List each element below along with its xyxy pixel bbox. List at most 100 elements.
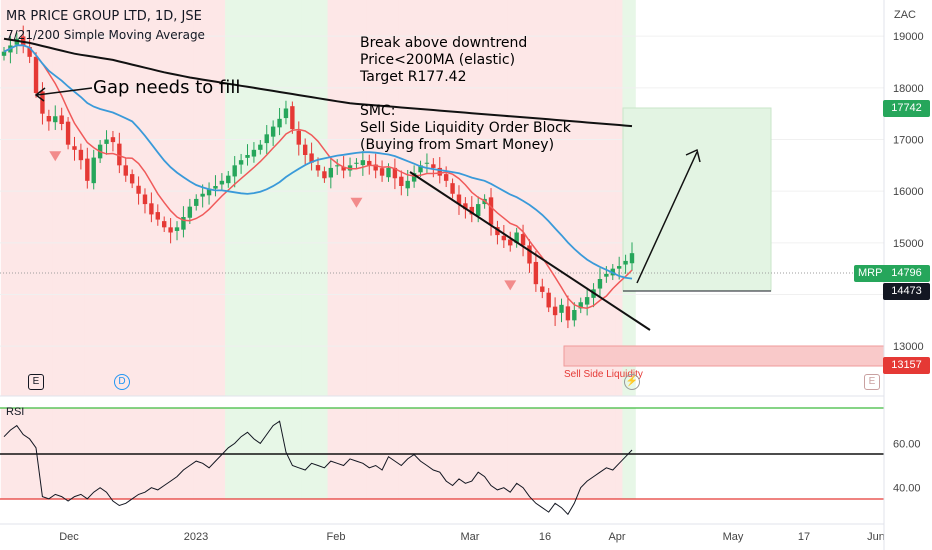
candle-body [270, 126, 276, 137]
candle-body [354, 162, 359, 164]
bg-slice [564, 0, 572, 396]
candle-body [347, 165, 353, 171]
bg-slice [583, 0, 591, 396]
candle-body [559, 304, 564, 313]
time-tick-label: 17 [798, 531, 810, 543]
candle-body [104, 139, 109, 144]
bg-slice [404, 0, 412, 396]
lightning-icon[interactable]: ⚡ [624, 374, 640, 390]
bg-slice [327, 0, 335, 396]
bg-slice [551, 0, 559, 396]
sell-signals [49, 151, 517, 291]
bg-slice [346, 0, 354, 396]
earnings-event-icon-future[interactable]: E [864, 374, 880, 390]
candle-body [572, 310, 577, 321]
time-tick-label: Feb [327, 531, 346, 543]
bg-slice [225, 0, 233, 396]
bg-slice [269, 0, 277, 396]
candle-body [206, 188, 212, 196]
price-tick-label: 16000 [893, 186, 924, 198]
candle-body [488, 197, 494, 225]
candle-body [411, 173, 417, 182]
candle-body [149, 203, 154, 215]
price-tick-label: 17000 [893, 135, 924, 147]
bg-slice [334, 0, 342, 396]
candle-body [46, 115, 52, 122]
gap-arrow-line [36, 87, 93, 96]
bg-slice [577, 0, 585, 396]
candle-body [187, 206, 193, 218]
currency-label: ZAC [894, 9, 916, 21]
bg-slice [109, 0, 117, 396]
bg-slice [494, 0, 502, 396]
candle-body [72, 146, 77, 150]
bg-slice [391, 0, 399, 396]
bg-slice [167, 0, 175, 396]
bg-slice [84, 0, 92, 396]
candle-body [33, 56, 39, 93]
candle-body [431, 164, 436, 168]
bg-slice [71, 0, 79, 396]
bg-slice [442, 0, 450, 396]
bg-slice [500, 0, 508, 396]
candle-body [540, 286, 545, 292]
price-axis: 19000180001700016000150001400013000 [893, 31, 924, 353]
bg-slice [359, 0, 367, 396]
bg-slice [372, 0, 380, 396]
time-tick-label: 2023 [184, 531, 208, 543]
bg-slice [257, 0, 265, 396]
rsi-panel-label[interactable]: RSI [6, 406, 25, 418]
bg-slice [398, 0, 406, 396]
bg-slice [340, 0, 348, 396]
ssl-price-badge: 13157 [883, 357, 930, 374]
bg-slice [161, 0, 169, 396]
time-tick-label: Apr [608, 531, 625, 543]
rsi-line [3, 420, 633, 516]
dividend-event-icon[interactable]: D [114, 374, 130, 390]
candle-body [136, 185, 141, 194]
candle-body [315, 165, 321, 171]
rsi-axis: 60.00 40.00 [893, 438, 921, 494]
bg-slice [231, 0, 239, 396]
candle-body [437, 167, 442, 176]
candle-body [514, 232, 519, 244]
candle-body [53, 116, 58, 123]
bg-slice [263, 0, 271, 396]
bg-slice [590, 0, 598, 396]
candle-body [78, 149, 84, 161]
candle-body [367, 160, 372, 166]
candle-body [219, 180, 225, 185]
candle-body [508, 239, 513, 246]
gap-arrow-head [34, 87, 46, 102]
gap-note: Gap needs to fill [93, 77, 241, 98]
bg-slice [558, 0, 566, 396]
candle-body [91, 157, 96, 184]
bg-slice [532, 0, 540, 396]
bg-slice [122, 0, 130, 396]
bg-slice [186, 0, 194, 396]
candle-body [309, 153, 314, 163]
price-tick-label: 15000 [893, 238, 924, 250]
bg-slice [308, 0, 316, 396]
candle-body [85, 158, 90, 181]
earnings-event-icon[interactable]: E [28, 374, 44, 390]
sma-21-line [3, 44, 633, 280]
indicator-label[interactable]: 7/21/200 Simple Moving Average [6, 28, 205, 42]
bg-slice [39, 0, 47, 396]
candle-body [142, 194, 148, 205]
target-price-badge: 17742 [883, 100, 930, 117]
bg-slice [282, 0, 290, 396]
candle-body [565, 306, 571, 321]
time-tick-label: Mar [461, 531, 480, 543]
candle-body [360, 160, 366, 166]
candle-body [1, 51, 7, 56]
bg-slice [244, 0, 252, 396]
candle-body [501, 235, 507, 241]
projection-arrow-head [685, 148, 701, 163]
bg-slice [276, 0, 284, 396]
bg-slice [378, 0, 386, 396]
bg-slice [64, 0, 72, 396]
bg-slice [615, 0, 623, 396]
setup-note: Break above downtrend Price<200MA (elast… [360, 35, 571, 153]
